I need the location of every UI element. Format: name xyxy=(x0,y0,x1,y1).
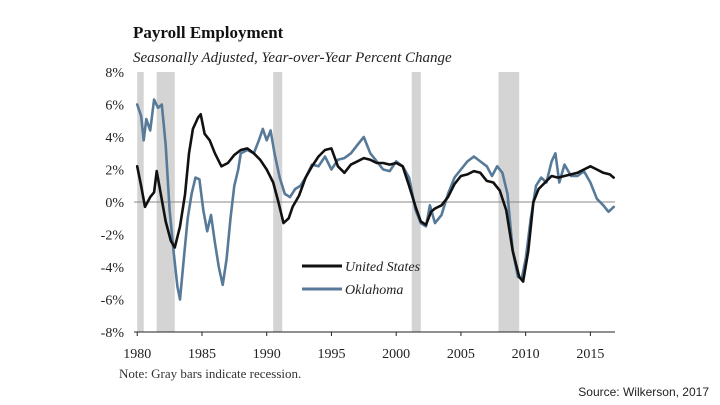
legend: United States Oklahoma xyxy=(302,260,421,298)
chart-source: Source: Wilkerson, 2017 xyxy=(578,385,709,399)
y-axis-ticks: -8% -6% -4% -2% 0% 2% 4% 6% 8% xyxy=(101,66,125,341)
y-tick-label: 4% xyxy=(105,131,124,146)
legend-label-oklahoma: Oklahoma xyxy=(345,283,403,298)
y-tick-label: 8% xyxy=(105,66,124,81)
legend-label-united-states: United States xyxy=(345,260,421,275)
x-axis-ticks: 1980 1985 1990 1995 2000 2005 2010 2015 xyxy=(123,332,604,362)
y-tick-label: -6% xyxy=(101,294,125,309)
x-tick-label: 1995 xyxy=(317,347,345,362)
x-tick-label: 2010 xyxy=(512,347,540,362)
y-tick-label: -2% xyxy=(101,229,125,244)
y-tick-label: -8% xyxy=(101,326,125,341)
y-tick-label: 6% xyxy=(105,99,124,114)
series-layer xyxy=(135,98,615,301)
x-tick-label: 2015 xyxy=(576,347,604,362)
y-tick-label: 0% xyxy=(105,196,124,211)
chart-title: Payroll Employment xyxy=(133,23,284,42)
series-line-oklahoma xyxy=(135,98,615,301)
series-line-united-states xyxy=(135,113,615,283)
chart-subtitle: Seasonally Adjusted, Year-over-Year Perc… xyxy=(133,50,452,66)
y-tick-label: 2% xyxy=(105,164,124,179)
y-tick-label: -4% xyxy=(101,261,125,276)
x-tick-label: 1980 xyxy=(123,347,151,362)
x-tick-label: 2000 xyxy=(382,347,410,362)
x-tick-label: 2005 xyxy=(447,347,475,362)
x-tick-label: 1990 xyxy=(253,347,281,362)
chart-note: Note: Gray bars indicate recession. xyxy=(119,366,301,381)
x-tick-label: 1985 xyxy=(188,347,216,362)
